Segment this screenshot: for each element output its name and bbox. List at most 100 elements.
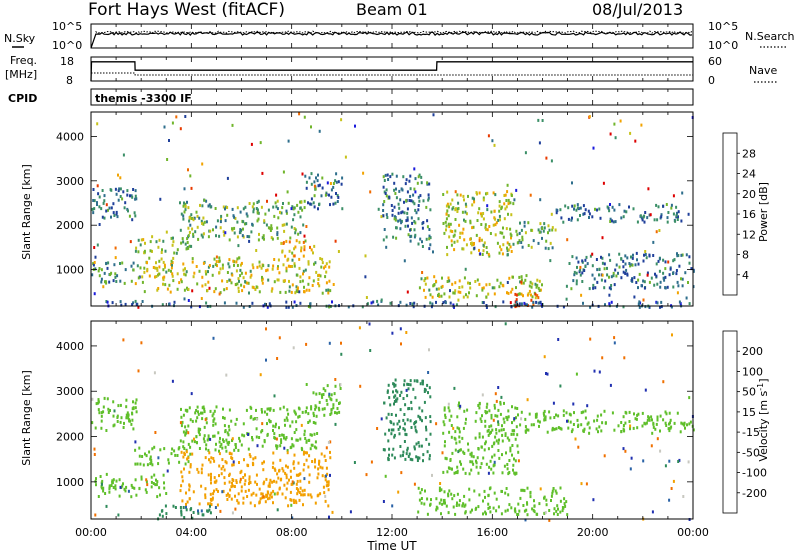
velocity-cell: [650, 415, 653, 419]
power-cell: [305, 180, 308, 184]
power-cell: [486, 251, 489, 255]
power-cell: [443, 292, 446, 296]
power-cell: [575, 282, 578, 286]
velocity-cell: [514, 472, 517, 476]
power-cell: [100, 207, 103, 211]
velocity-noise-cell: [548, 518, 551, 522]
velocity-cell: [209, 409, 212, 413]
velocity-cell: [303, 493, 306, 497]
velocity-colorbar-tick-label: 100: [742, 365, 763, 378]
power-cell: [300, 249, 303, 253]
velocity-cell: [296, 438, 299, 442]
power-cell: [135, 302, 138, 306]
velocity-noise-cell: [557, 338, 560, 341]
power-cell: [249, 275, 252, 279]
velocity-cell: [210, 475, 212, 479]
power-cell: [248, 235, 251, 239]
velocity-cell: [208, 458, 210, 462]
velocity-cell: [493, 491, 496, 495]
velocity-cell: [276, 472, 279, 476]
velocity-cell: [268, 484, 271, 488]
power-cell: [690, 267, 693, 271]
power-cell: [299, 231, 302, 235]
velocity-cell: [292, 462, 295, 466]
velocity-cell: [111, 481, 114, 485]
power-cell: [516, 241, 519, 245]
velocity-cell: [387, 412, 390, 416]
power-cell: [523, 220, 526, 224]
power-cell: [137, 276, 140, 280]
power-cell: [538, 289, 541, 292]
power-cell: [242, 227, 244, 231]
power-cell: [625, 268, 628, 272]
power-cell: [485, 246, 488, 249]
power-cell: [655, 274, 658, 278]
power-cell: [192, 234, 195, 238]
power-cell: [299, 215, 302, 219]
velocity-cell: [219, 436, 221, 440]
power-noise-cell: [640, 123, 643, 127]
power-cell: [234, 217, 237, 220]
velocity-cell: [339, 387, 342, 390]
velocity-cell: [149, 462, 152, 466]
velocity-cell: [553, 427, 556, 431]
power-cell: [395, 236, 398, 240]
power-cell: [317, 274, 319, 278]
velocity-cell: [620, 430, 623, 434]
velocity-cell: [286, 481, 289, 485]
velocity-cell: [288, 478, 290, 482]
velocity-cell: [195, 409, 198, 412]
velocity-cell: [185, 505, 187, 509]
velocity-cell: [613, 428, 616, 432]
velocity-cell: [443, 423, 446, 427]
power-cell: [179, 201, 181, 205]
velocity-cell: [213, 476, 216, 480]
velocity-cell: [410, 426, 413, 429]
velocity-cell: [272, 408, 275, 412]
velocity-cell: [317, 472, 320, 476]
power-cell: [417, 242, 420, 246]
velocity-cell: [498, 438, 500, 442]
power-cell: [592, 283, 595, 287]
power-noise-cell: [524, 151, 527, 155]
power-cell: [506, 291, 508, 295]
velocity-cell: [178, 446, 181, 450]
power-cell: [655, 203, 658, 207]
power-cell: [643, 220, 646, 224]
power-cell: [456, 239, 459, 243]
velocity-noise-cell: [391, 331, 394, 335]
power-noise-cell: [298, 112, 301, 116]
x-tick-label: 00:00: [677, 526, 709, 539]
power-cell: [404, 182, 407, 186]
velocity-noise-cell: [134, 440, 137, 444]
power-cell: [101, 215, 104, 219]
velocity-cell: [227, 492, 229, 496]
velocity-noise-cell: [452, 426, 455, 430]
power-cell: [596, 280, 599, 284]
velocity-cell: [393, 456, 396, 460]
power-cell: [282, 279, 285, 283]
power-noise-cell: [298, 290, 301, 294]
power-cell: [664, 275, 667, 279]
velocity-cell: [305, 439, 308, 443]
power-cell: [162, 268, 165, 272]
power-cell: [424, 282, 427, 286]
power-cell: [675, 205, 678, 209]
power-cell: [428, 234, 431, 238]
power-cell: [312, 201, 315, 205]
power-cell: [398, 189, 401, 193]
power-cell: [203, 198, 206, 202]
velocity-cell: [238, 436, 241, 440]
power-cell: [92, 263, 95, 267]
velocity-cell: [497, 408, 500, 412]
velocity-cell: [105, 429, 108, 432]
velocity-cell: [297, 489, 300, 493]
power-cell: [270, 227, 273, 231]
velocity-cell: [415, 420, 418, 424]
velocity-cell: [221, 458, 224, 462]
power-cell: [199, 203, 201, 207]
power-cell: [328, 260, 331, 264]
power-cell: [116, 215, 119, 219]
velocity-noise-cell: [664, 464, 667, 468]
power-cell: [214, 287, 217, 291]
